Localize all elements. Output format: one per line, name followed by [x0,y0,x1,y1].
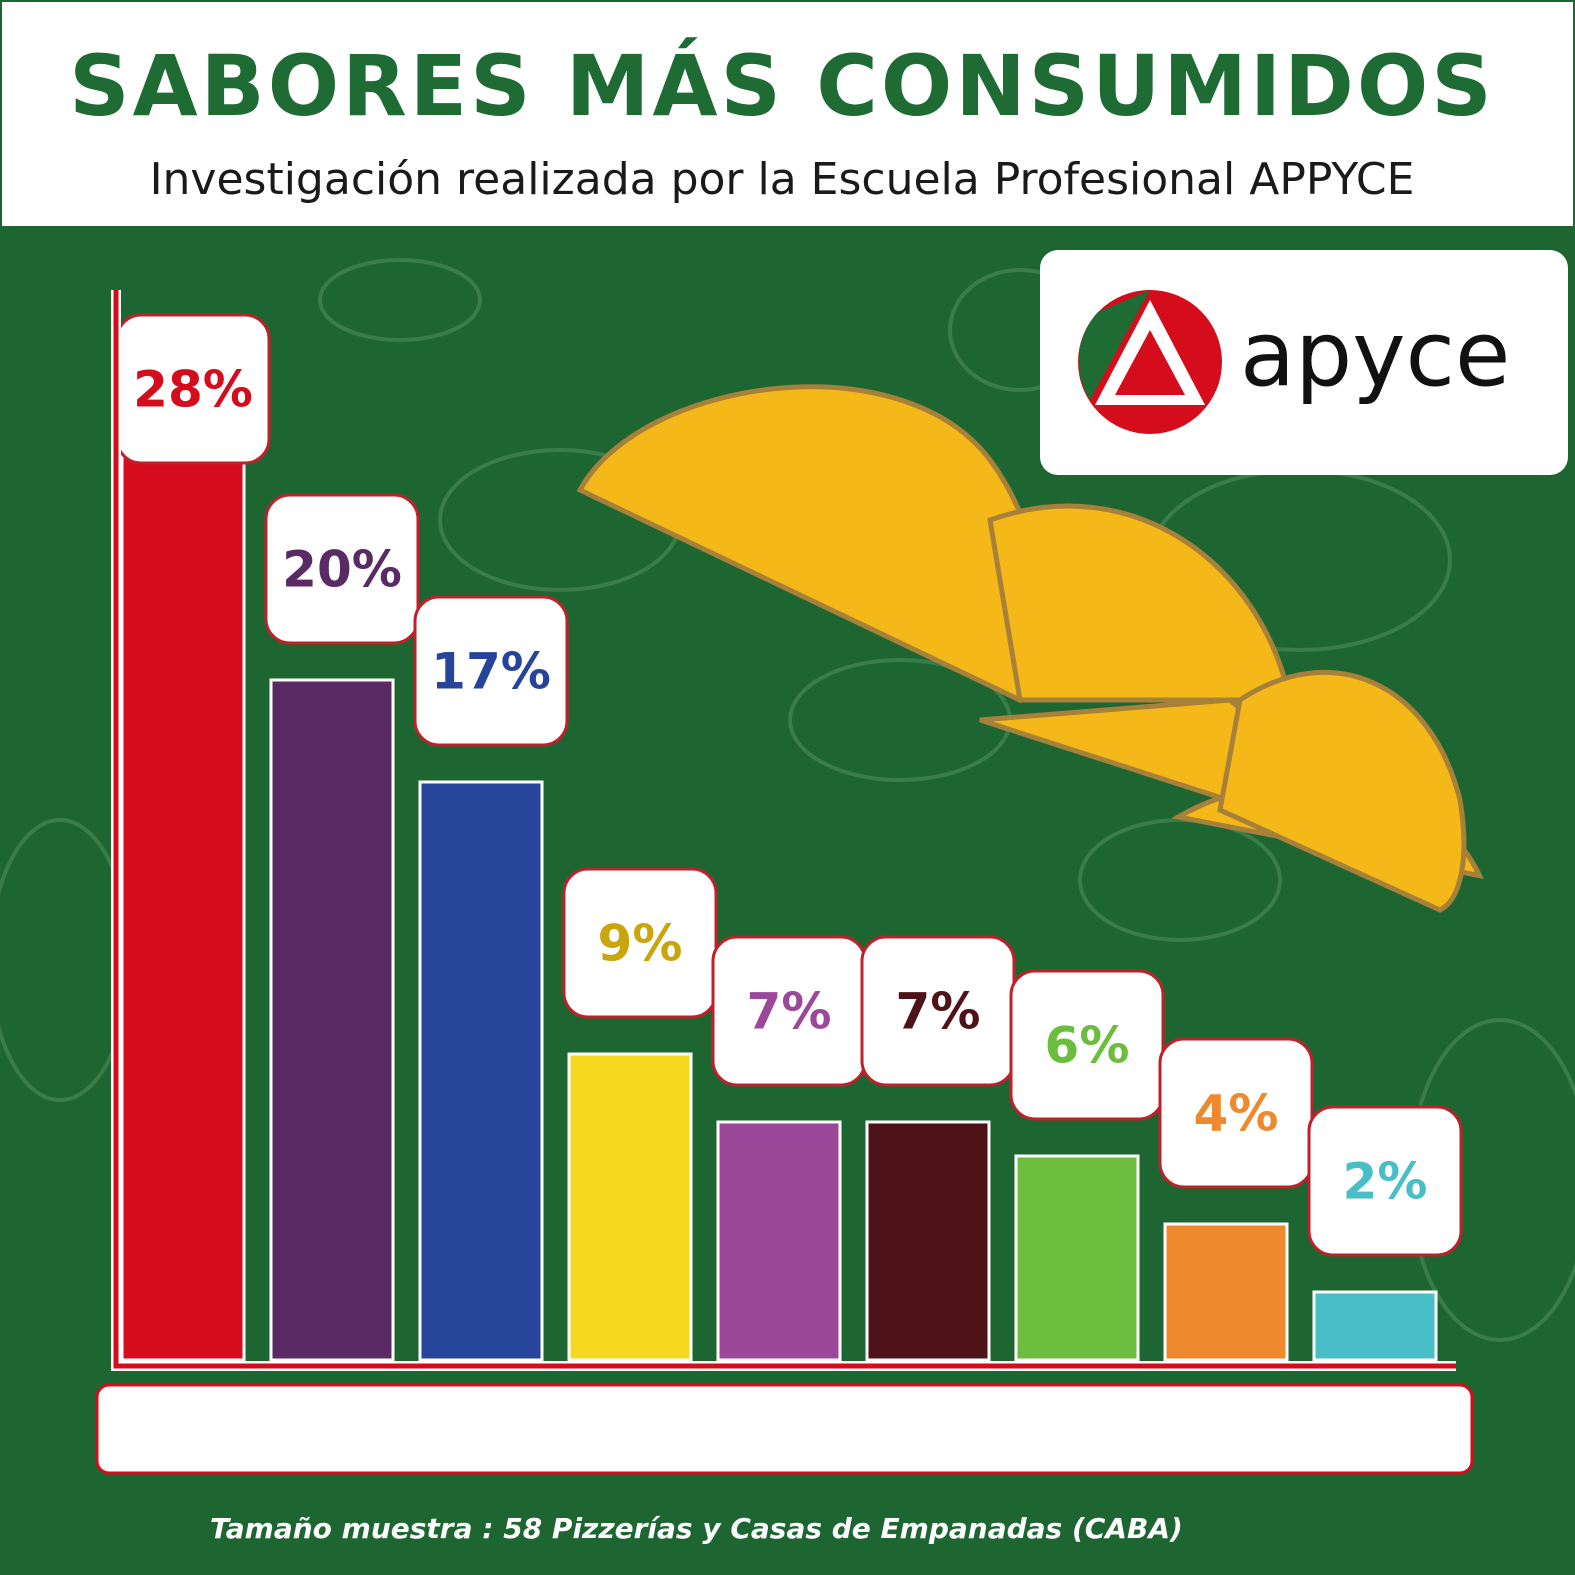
value-label: 9% [598,915,683,973]
bar [1014,1154,1140,1362]
footnote: Tamaño muestra : 58 Pizzerías y Casas de… [210,1512,1183,1545]
value-label-box [1158,1037,1314,1189]
value-label-box [1009,969,1165,1121]
value-label: 17% [431,643,551,701]
header-band [0,0,1575,230]
bar [865,1120,991,1362]
value-label: 20% [282,541,402,599]
value-label: 2% [1343,1153,1428,1211]
bar [120,406,246,1362]
value-label: 7% [747,983,832,1041]
axis [113,290,1456,1369]
logo-mark [1078,290,1222,434]
bar [1312,1290,1438,1362]
value-label-box [413,595,569,747]
value-label: 6% [1045,1017,1130,1075]
title: SABORES MÁS CONSUMIDOS [69,37,1495,135]
value-label-box [562,867,718,1019]
legend-box [95,1383,1474,1475]
bar [716,1120,842,1362]
value-label: 4% [1194,1085,1279,1143]
bar [567,1052,693,1362]
empanadas [576,384,1484,913]
bar [1163,1222,1289,1362]
value-label-box [264,493,420,645]
value-label: 7% [896,983,981,1041]
bar [418,780,544,1362]
subtitle: Investigación realizada por la Escuela P… [150,154,1415,205]
value-label-box [1307,1105,1463,1257]
logo-text: apyce [1240,302,1510,407]
bar [269,678,395,1362]
value-label: 28% [133,361,253,419]
